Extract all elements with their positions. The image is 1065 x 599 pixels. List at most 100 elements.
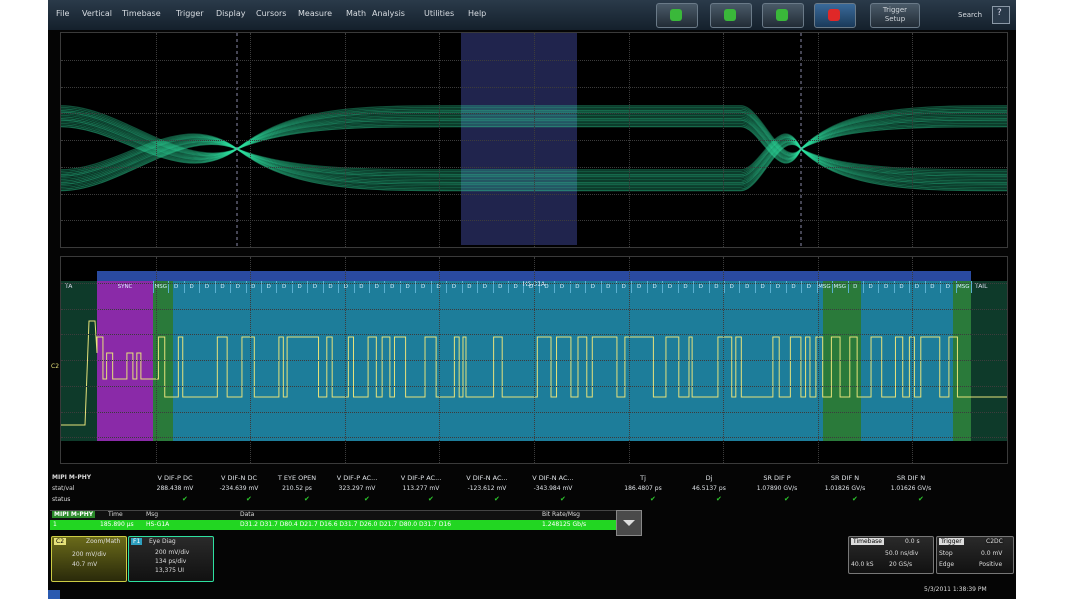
measure-header[interactable]: V DIF-N AC... bbox=[532, 474, 574, 482]
eye-trace bbox=[61, 141, 1007, 187]
status-check-icon: ✔ bbox=[246, 495, 252, 503]
decode-segment-label: D bbox=[755, 281, 772, 293]
measure-value: 1.07890 GV/s bbox=[756, 485, 798, 492]
tail-right-label: TAIL bbox=[975, 283, 988, 290]
c2-label: Zoom/Math bbox=[86, 538, 121, 545]
measure-header[interactable]: T EYE OPEN bbox=[277, 474, 317, 482]
menu-measure[interactable]: Measure bbox=[298, 9, 332, 18]
channel-c2-descriptor[interactable]: C2 Zoom/Math 200 mV/div 40.7 mV bbox=[51, 536, 127, 582]
measure-header[interactable]: SR DIF P bbox=[763, 474, 791, 482]
timebase-descriptor[interactable]: Timebase 0.0 s 50.0 ns/div 40.0 kS 20 GS… bbox=[848, 536, 934, 574]
single-trigger-button[interactable] bbox=[710, 3, 752, 28]
grid-line-h bbox=[61, 140, 1007, 141]
grid-line-h bbox=[61, 411, 1007, 413]
menu-analysis[interactable]: Analysis bbox=[372, 9, 405, 18]
measure-header[interactable]: SR DIF N bbox=[896, 474, 926, 482]
grid-line-h bbox=[61, 334, 1007, 336]
decode-col-time: Time bbox=[108, 511, 123, 518]
decode-segment-label: D bbox=[199, 281, 216, 293]
measure-header[interactable]: V DIF-P DC bbox=[157, 474, 193, 482]
measure-header[interactable]: Dj bbox=[705, 474, 713, 482]
grid-line-h bbox=[61, 360, 1007, 361]
chevron-down-icon bbox=[623, 520, 635, 526]
menu-bar: File Vertical Timebase Trigger Display C… bbox=[48, 0, 1016, 30]
eye-trace bbox=[61, 142, 1007, 189]
menu-utilities[interactable]: Utilities bbox=[424, 9, 455, 18]
measure-value: 186.4807 ps bbox=[624, 485, 662, 492]
decode-table-header: MIPI M-PHY Time Msg Data Bit Rate/Msg bbox=[50, 510, 640, 520]
f1-line-2: 134 ps/div bbox=[155, 558, 187, 565]
decode-table-row[interactable]: 1 185.890 µs HS-G1A D31.2 D31.7 D80.4 D2… bbox=[50, 520, 640, 530]
status-check-icon: ✔ bbox=[364, 495, 370, 503]
timestamp: 5/3/2011 1:38:39 PM bbox=[924, 586, 987, 593]
grid-line-h bbox=[61, 437, 1007, 439]
decode-table-title: MIPI M-PHY bbox=[52, 511, 96, 518]
menu-trigger[interactable]: Trigger bbox=[176, 9, 204, 18]
menu-vertical[interactable]: Vertical bbox=[82, 9, 112, 18]
status-check-icon: ✔ bbox=[428, 495, 434, 503]
decode-table-dropdown-button[interactable] bbox=[616, 510, 642, 536]
status-check-icon: ✔ bbox=[716, 495, 722, 503]
measure-header[interactable]: Tj bbox=[640, 474, 646, 482]
timebase-value: 0.0 s bbox=[905, 538, 920, 545]
c2-line-2: 40.7 mV bbox=[72, 561, 98, 568]
decode-panel: SYNC MSG D D D D D D D D D D D D D D D D D D D D D D D D D D D D D D D D D… bbox=[51, 256, 1008, 464]
channel-c2-marker[interactable]: C2 bbox=[51, 363, 60, 370]
menu-math[interactable]: Math bbox=[346, 9, 367, 18]
eye-trace bbox=[61, 138, 1007, 181]
measure-header[interactable]: V DIF-P AC... bbox=[336, 474, 378, 482]
c2-name: C2 bbox=[54, 538, 67, 545]
eye-trace bbox=[61, 133, 1007, 171]
normal-trigger-icon bbox=[776, 9, 788, 21]
normal-trigger-button[interactable] bbox=[762, 3, 804, 28]
grid-line-h bbox=[61, 282, 1007, 284]
trigger-descriptor[interactable]: Trigger C2DC Stop 0.0 mV Edge Positive bbox=[936, 536, 1014, 574]
measure-header[interactable]: SR DIF N bbox=[830, 474, 860, 482]
status-check-icon: ✔ bbox=[560, 495, 566, 503]
grid-line-h bbox=[61, 166, 1007, 168]
grid-line-h bbox=[61, 385, 1007, 387]
decode-segment-label: D bbox=[323, 281, 340, 293]
eye-trace bbox=[61, 134, 1007, 173]
menu-file[interactable]: File bbox=[56, 9, 70, 18]
eye-diagram-panel bbox=[60, 32, 1008, 248]
decode-col-bitrate: Bit Rate/Msg bbox=[542, 511, 580, 518]
decode-segment-label: D bbox=[601, 281, 617, 293]
measure-value: 288.438 mV bbox=[156, 485, 194, 492]
decode-segment-label: D bbox=[462, 281, 479, 293]
help-button[interactable]: ? bbox=[992, 6, 1010, 24]
measure-row-label-status: status bbox=[52, 496, 71, 503]
menu-help[interactable]: Help bbox=[468, 9, 487, 18]
decode-segment-label: D bbox=[338, 281, 355, 293]
decode-segment-label: D bbox=[878, 281, 895, 293]
auto-setup-button[interactable] bbox=[656, 3, 698, 28]
tail-left-region bbox=[61, 281, 97, 441]
trigger-source: C2DC bbox=[985, 538, 1004, 545]
decode-segment-label: D bbox=[770, 281, 787, 293]
search-label[interactable]: Search bbox=[958, 11, 983, 19]
decode-segment-label: D bbox=[369, 281, 386, 293]
f1-label: Eye Diag bbox=[149, 538, 176, 545]
decode-segment-label: D bbox=[415, 281, 432, 293]
measure-header[interactable]: V DIF-N AC... bbox=[466, 474, 508, 482]
trigger-type: Edge bbox=[939, 561, 955, 568]
menu-cursors[interactable]: Cursors bbox=[256, 9, 287, 18]
status-check-icon: ✔ bbox=[784, 495, 790, 503]
eye-diagram-plot bbox=[61, 33, 1007, 247]
channel-f1-descriptor[interactable]: F1 Eye Diag 200 mV/div 134 ps/div 13,375… bbox=[128, 536, 214, 582]
decode-segment-label: D bbox=[168, 281, 185, 293]
menu-timebase[interactable]: Timebase bbox=[122, 9, 161, 18]
eye-measure-window bbox=[461, 33, 577, 245]
trigger-setup-button[interactable]: Trigger Setup bbox=[870, 3, 920, 28]
decode-segment-label: D bbox=[662, 281, 679, 293]
decode-segment-label: D bbox=[585, 281, 602, 293]
measure-header[interactable]: V DIF-N DC bbox=[221, 474, 257, 482]
trigger-mode: Stop bbox=[939, 550, 953, 557]
corner-indicator bbox=[48, 590, 60, 599]
decode-row-time: 185.890 µs bbox=[100, 521, 134, 528]
menu-display[interactable]: Display bbox=[216, 9, 246, 18]
measure-header[interactable]: V DIF-P AC... bbox=[400, 474, 442, 482]
stop-button[interactable] bbox=[814, 3, 856, 28]
f1-line-3: 13,375 UI bbox=[155, 567, 185, 574]
trigger-level: 0.0 mV bbox=[981, 550, 1003, 557]
